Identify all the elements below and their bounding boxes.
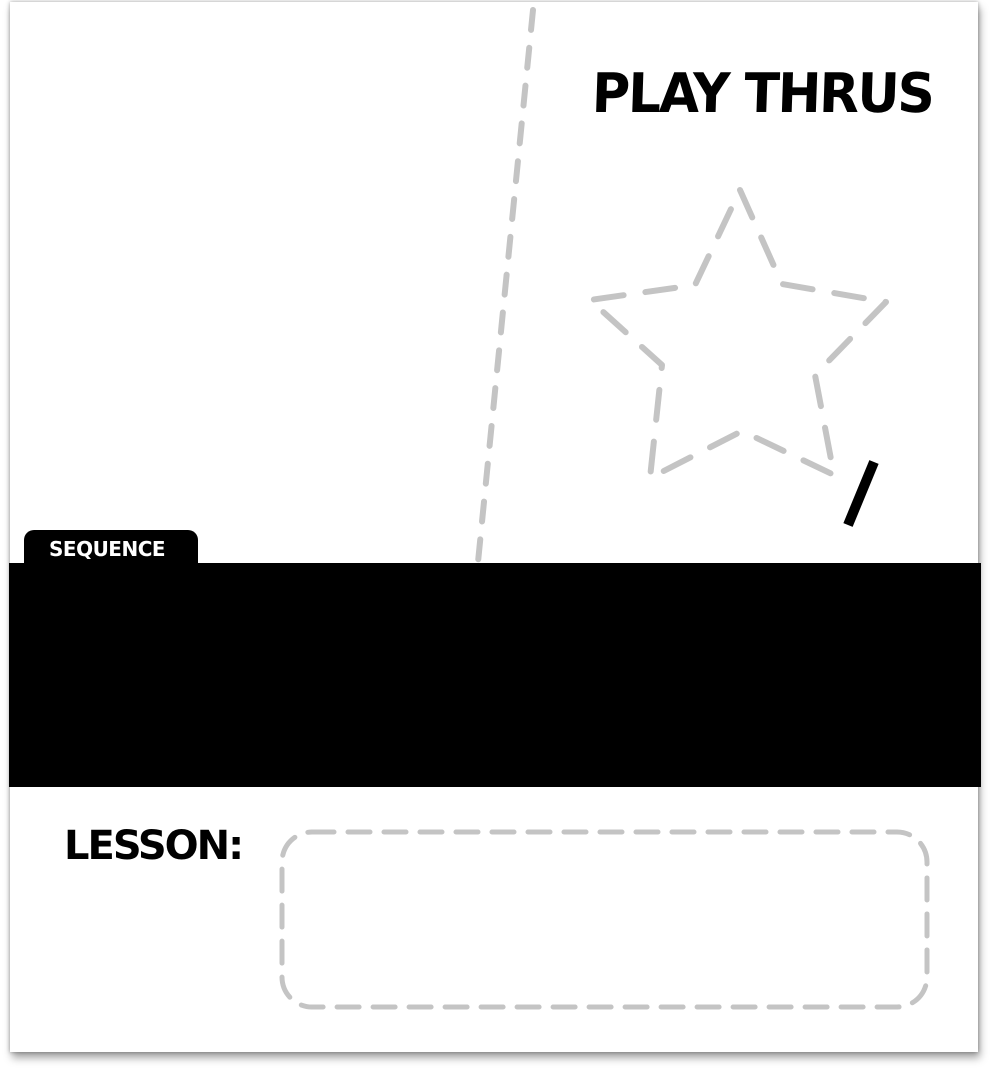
dashed-star-outline bbox=[587, 187, 889, 481]
lesson-input-box bbox=[279, 829, 930, 1010]
sequence-tab-label: SEQUENCE bbox=[49, 537, 166, 561]
page-title: PLAY THRUS bbox=[590, 62, 935, 126]
paper-sheet bbox=[10, 2, 978, 1052]
slash-mark bbox=[843, 460, 879, 527]
sequence-band bbox=[9, 563, 981, 787]
lesson-label: LESSON: bbox=[64, 823, 244, 869]
dashed-divider-line bbox=[475, 7, 536, 565]
